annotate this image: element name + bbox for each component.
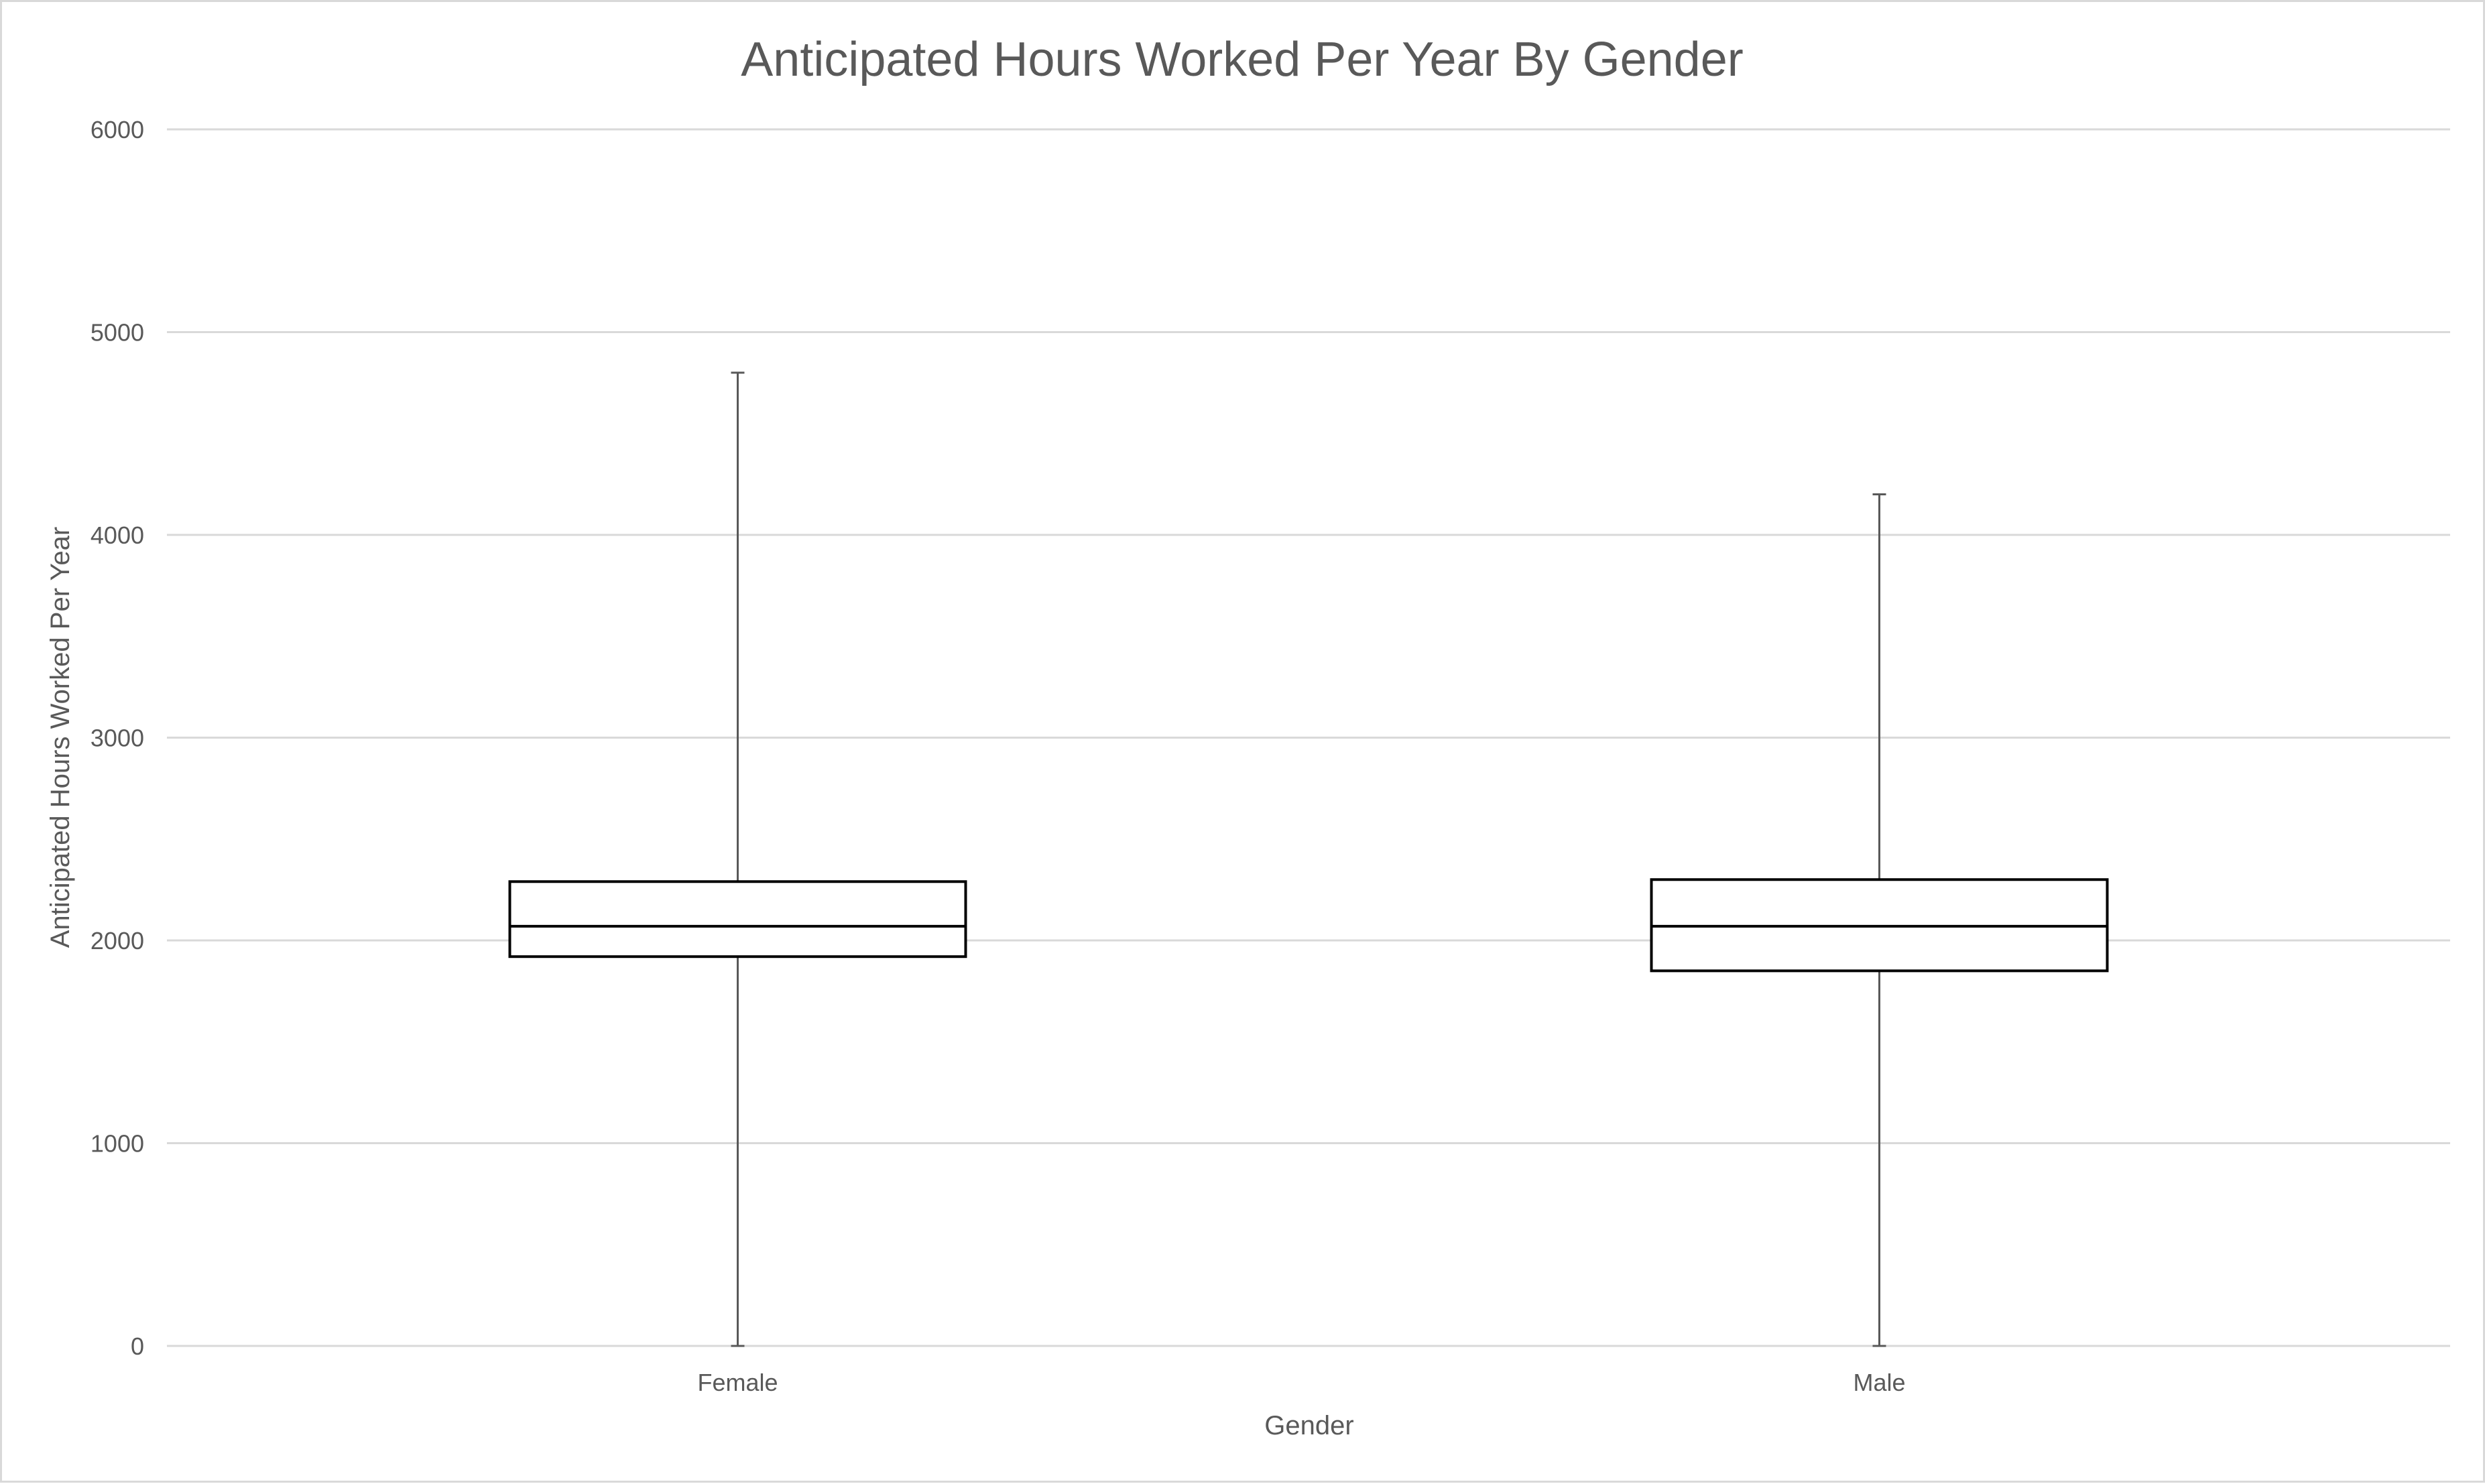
- y-axis-label: Anticipated Hours Worked Per Year: [46, 527, 75, 948]
- y-tick-label: 0: [131, 1333, 144, 1360]
- y-tick-label: 1000: [90, 1130, 144, 1158]
- iqr-box: [508, 880, 967, 959]
- y-tick-label: 5000: [90, 319, 144, 347]
- box-female: [508, 371, 967, 1347]
- x-axis-label: Gender: [1264, 1411, 1353, 1440]
- x-tick-label: Female: [697, 1369, 778, 1396]
- chart-title: Anticipated Hours Worked Per Year By Gen…: [741, 33, 1743, 86]
- y-tick-label: 6000: [90, 116, 144, 143]
- box-series: [508, 371, 2109, 1347]
- y-tick-label: 4000: [90, 521, 144, 549]
- x-axis-tick-labels: Female Male: [697, 1369, 1905, 1396]
- y-axis-tick-labels: 0 1000 2000 3000 4000 5000 6000: [90, 116, 144, 1360]
- y-tick-label: 2000: [90, 927, 144, 954]
- gridlines: [167, 128, 2450, 1347]
- box-male: [1650, 493, 2109, 1347]
- x-tick-label: Male: [1853, 1369, 1905, 1396]
- y-tick-label: 3000: [90, 725, 144, 752]
